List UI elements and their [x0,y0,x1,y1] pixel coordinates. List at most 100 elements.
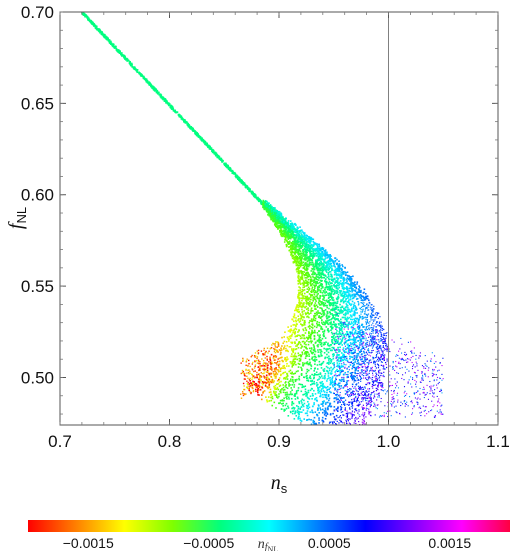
scatter-point [290,355,292,358]
scatter-point [146,80,148,83]
scatter-point [339,409,342,411]
scatter-point [353,381,355,383]
scatter-point [362,316,364,319]
scatter-point [295,309,298,312]
scatter-point [357,352,360,355]
scatter-point [344,435,345,436]
scatter-point [325,396,328,399]
scatter-point [336,258,338,261]
scatter-point [323,291,325,293]
scatter-point [312,318,315,321]
scatter-point [133,66,136,69]
scatter-point [323,254,325,256]
scatter-point [344,393,347,395]
scatter-point [303,399,305,402]
scatter-point [313,241,315,244]
scatter-point [359,297,361,299]
scatter-point [375,367,378,369]
scatter-point [318,285,320,287]
scatter-point [316,313,318,316]
scatter-point [313,296,316,299]
scatter-point [356,326,359,329]
scatter-point [294,239,297,241]
scatter-point [194,131,197,134]
scatter-point [283,408,285,411]
scatter-point [242,182,245,185]
scatter-point [375,356,378,358]
scatter-point [361,347,364,350]
scatter-point [382,334,385,336]
scatter-point [363,350,365,353]
scatter-point [287,405,289,408]
scatter-point [354,393,356,396]
scatter-point [323,400,325,402]
scatter-point [153,89,156,92]
scatter-point [339,274,341,277]
scatter-point [297,315,300,318]
scatter-point [162,98,165,101]
scatter-point [335,323,337,326]
scatter-point [153,87,156,90]
scatter-point [306,405,309,408]
scatter-point [344,316,346,319]
scatter-point [286,236,289,238]
scatter-point [318,323,321,326]
scatter-point [306,241,308,243]
scatter-point [342,278,345,281]
scatter-point [352,377,354,379]
scatter-point [313,420,316,423]
scatter-point [303,263,306,265]
scatter-point [321,315,324,318]
scatter-point [302,405,305,408]
scatter-point [340,328,343,331]
scatter-point [346,412,348,415]
scatter-point [360,335,363,337]
scatter-point [302,250,304,253]
scatter-point [313,380,316,383]
scatter-point [358,332,360,334]
scatter-point [343,293,346,296]
scatter-point [333,284,335,286]
scatter-point [343,397,345,399]
scatter-point [349,323,352,326]
scatter-point [317,297,320,300]
scatter-point [289,337,292,340]
scatter-point [354,379,357,382]
scatter-point [273,359,276,361]
scatter-point [305,346,307,349]
scatter-point [112,43,114,46]
scatter-point [362,333,364,336]
scatter-point [275,355,278,358]
scatter-point [349,342,352,344]
scatter-point [323,329,326,332]
scatter-point [332,293,335,296]
scatter-point [293,394,296,397]
scatter-point [336,402,339,404]
scatter-point [340,417,343,419]
scatter-point [339,333,342,335]
scatter-point [349,294,352,297]
scatter-point [369,352,371,354]
scatter-point [312,270,315,273]
scatter-point [297,346,300,349]
scatter-point [328,278,331,281]
scatter-point [356,281,359,283]
scatter-point [373,360,375,362]
scatter-point [156,89,159,92]
scatter-point [362,386,364,389]
scatter-point [301,315,303,317]
scatter-point [331,333,334,335]
scatter-point [311,331,313,333]
scatter-point [314,314,317,317]
scatter-point [341,440,342,441]
scatter-point [293,408,296,410]
scatter-point [374,332,377,334]
scatter-point [309,252,311,254]
scatter-point [383,334,386,336]
scatter-point [287,232,289,235]
scatter-point [337,333,340,335]
scatter-point [305,267,308,270]
scatter-point [329,287,331,289]
scatter-point [355,287,358,290]
scatter-point [328,433,329,434]
